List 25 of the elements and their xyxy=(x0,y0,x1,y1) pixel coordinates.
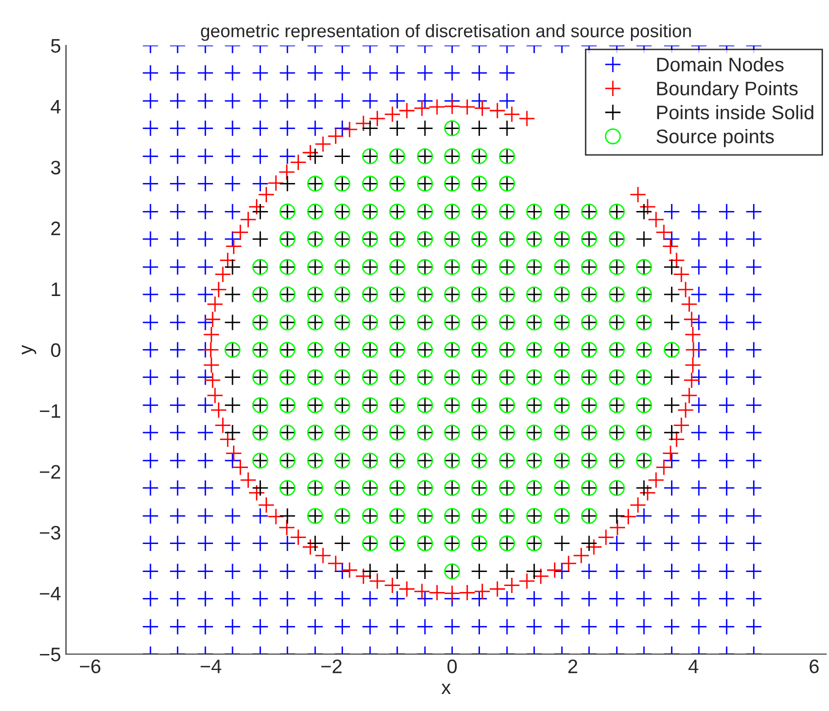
x-axis-title: x xyxy=(441,684,451,694)
y-axis-title: y xyxy=(22,344,36,355)
y-tick-label: 4 xyxy=(50,100,61,114)
x-tick-label: 4 xyxy=(688,660,698,674)
y-tick-label: 3 xyxy=(51,160,60,174)
legend-label: Boundary Points xyxy=(657,81,798,100)
x-tick-label: 0 xyxy=(447,659,457,674)
y-tick-label: 5 xyxy=(51,39,60,53)
y-tick-label: 0 xyxy=(51,343,60,358)
legend-label: Points inside Solid xyxy=(657,105,814,120)
y-tick-label: −4 xyxy=(40,586,61,600)
chart-title: geometric representation of discretisation and source position xyxy=(200,24,691,41)
legend-label: Source points xyxy=(656,129,774,148)
legend-label: Domain Nodes xyxy=(657,57,784,72)
x-tick-label: −2 xyxy=(321,659,342,674)
y-tick-label: 2 xyxy=(51,222,60,236)
y-tick-label: −1 xyxy=(40,404,60,418)
y-tick-label: −2 xyxy=(40,465,60,479)
x-tick-label: 6 xyxy=(810,659,819,674)
y-tick-label: 1 xyxy=(52,282,60,296)
x-tick-label: 2 xyxy=(568,659,578,674)
y-tick-label: −3 xyxy=(40,526,60,540)
y-tick-label: −5 xyxy=(40,648,60,662)
x-tick-label: −6 xyxy=(80,659,100,674)
x-tick-label: −4 xyxy=(200,660,222,674)
